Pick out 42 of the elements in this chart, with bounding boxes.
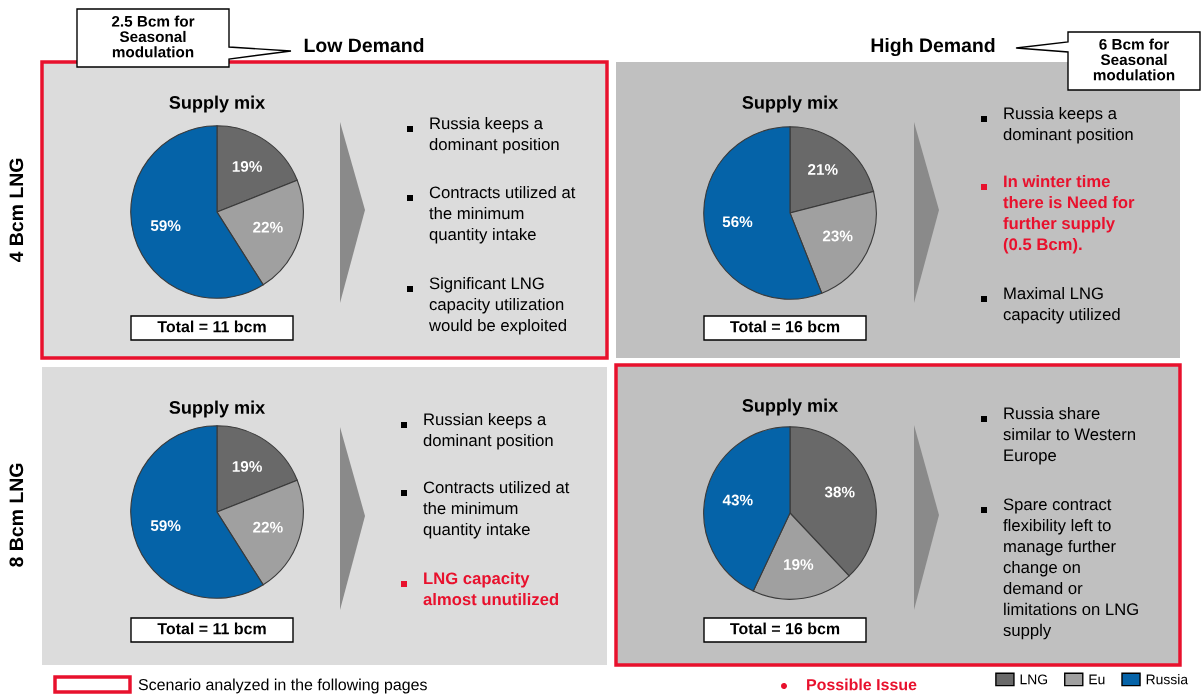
text: Russian keeps a dominant position [423,413,553,450]
text: Possible Issue [807,678,917,691]
text: Total = 11 bcm [157,320,266,333]
text: Russia keeps a dominant position [1003,107,1133,144]
text: Total = 16 bcm [730,622,840,635]
data-label: 21% [808,164,838,175]
text: Significant LNG capacity utilization would be exploited [428,277,566,335]
data-label: 59% [150,220,181,232]
data-label: 43% [722,494,753,506]
data-label: 23% [822,230,853,242]
text: 2.5 Bcm for Seasonal modulation [111,15,195,58]
text: Low Demand [304,37,424,53]
data-label: 19% [784,559,814,570]
data-label: 22% [253,521,283,533]
chart-title: Supply mix [169,95,266,113]
chart-title: Supply mix [169,400,266,418]
text: Russia keeps a dominant position [429,117,559,154]
legend-label: LNG [1020,674,1048,685]
text: In winter time there is Need for further supply (0.5 Bcm). [1003,175,1135,254]
text: Spare contract flexibility left to manage further change on demand or limitations on LNG supply [1003,498,1138,640]
legend-label: Eu [1089,674,1105,685]
chart-title: Supply mix [742,95,839,113]
text: Maximal LNG capacity utilized [1003,287,1120,324]
data-label: 59% [150,520,181,532]
data-label: 19% [232,161,262,172]
data-label: 22% [253,221,283,233]
text: Russia share similar to Western Europe [1003,407,1135,465]
text: 6 Bcm for Seasonal modulation [1093,38,1175,81]
data-label: 38% [824,486,855,498]
text: Contracts utilized at the minimum quantity intake [429,186,576,244]
text: 4 Bcm LNG [9,158,24,263]
chart-title: Supply mix [742,398,839,416]
text: LNG capacity almost unutilized [423,572,559,606]
text: Contracts utilized at the minimum quantity intake [423,481,570,539]
text: High Demand [871,37,995,57]
text: Total = 11 bcm [157,622,266,635]
legend-label: Russia [1146,674,1189,685]
data-label: 56% [722,216,753,228]
text: Scenario analyzed in the following pages [138,678,427,694]
text: Total = 16 bcm [730,320,840,333]
text: 8 Bcm LNG [9,463,24,567]
data-label: 19% [232,461,262,472]
